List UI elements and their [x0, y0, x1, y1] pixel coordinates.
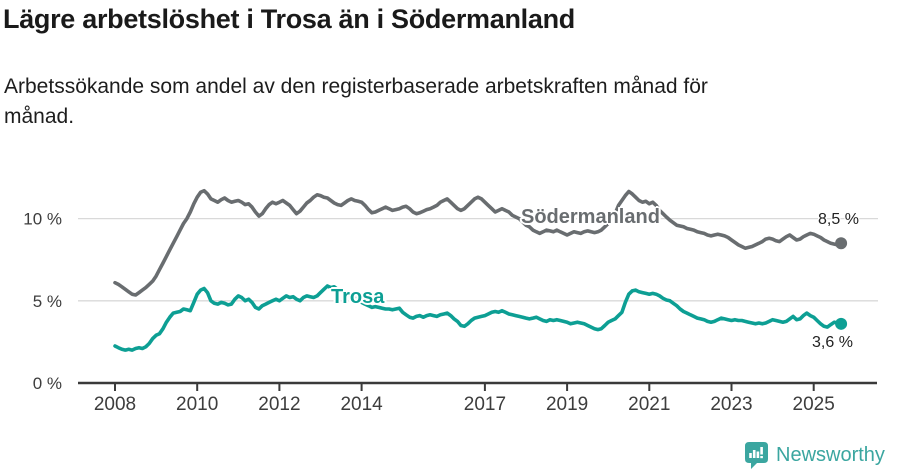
gridlines: 0 % 5 % 10 %: [23, 210, 878, 393]
newsworthy-logo: Newsworthy: [745, 442, 885, 469]
x-tick-label: 2014: [340, 394, 383, 415]
y-tick-label: 5 %: [33, 292, 62, 311]
chart-subtitle-line2: månad.: [4, 105, 75, 128]
end-value-label-sodermanland: 8,5 %: [818, 211, 859, 228]
y-tick-label: 0 %: [33, 374, 62, 393]
x-tick-label: 2019: [546, 394, 588, 415]
series-label-trosa: Trosa: [331, 286, 385, 308]
newsworthy-speech-bubble-chart-icon: [745, 442, 768, 469]
chart-subtitle-line1: Arbetssökande som andel av den registerb…: [4, 75, 708, 98]
x-tick-label: 2023: [710, 394, 752, 415]
series-line-södermanland: [113, 188, 843, 297]
x-axis-ticks: 2008 2010 2012 2014 2017 2019 2021 2023 2025: [94, 383, 835, 415]
x-tick-label: 2008: [94, 394, 136, 415]
x-tick-label: 2012: [258, 394, 300, 415]
series-end-dot-trosa: [835, 317, 848, 330]
series-label-sodermanland: Södermanland: [521, 206, 660, 228]
chart-title: Lägre arbetslöshet i Trosa än i Söderman…: [3, 4, 575, 34]
newsworthy-brand-text: Newsworthy: [776, 444, 885, 466]
x-tick-label: 2010: [176, 394, 218, 415]
series-end-dot-södermanland: [835, 237, 848, 250]
x-tick-label: 2017: [464, 394, 506, 415]
x-tick-label: 2021: [628, 394, 670, 415]
y-tick-label: 10 %: [23, 210, 62, 229]
series-line-trosa: [113, 284, 843, 352]
end-value-label-trosa: 3,6 %: [812, 334, 853, 351]
series-lines: [113, 188, 848, 352]
chart-subtitle: Arbetssökande som andel av den registerb…: [4, 72, 708, 132]
x-tick-label: 2025: [793, 394, 835, 415]
